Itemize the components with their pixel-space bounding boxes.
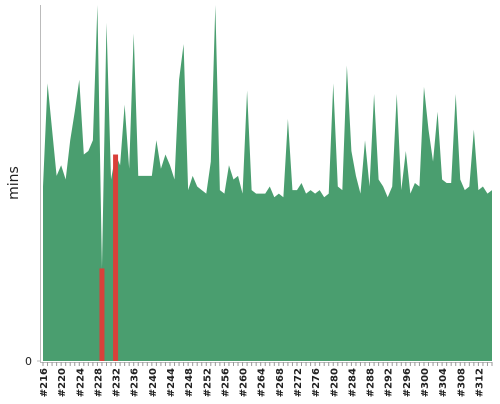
x-tick-label: #268 bbox=[275, 368, 286, 397]
failed-build bbox=[113, 154, 119, 361]
x-tick-label: #276 bbox=[311, 368, 322, 397]
x-tick-label: #288 bbox=[366, 368, 377, 397]
y-axis-label: mins bbox=[6, 166, 22, 200]
x-tick-label: #248 bbox=[184, 368, 195, 397]
x-tick-label: #228 bbox=[93, 368, 104, 397]
x-tick-label: #236 bbox=[130, 368, 141, 397]
failed-build bbox=[99, 268, 105, 361]
x-tick-label: #300 bbox=[420, 368, 431, 397]
x-tick-label: #296 bbox=[402, 368, 413, 397]
x-tick-label: #216 bbox=[39, 368, 50, 397]
x-tick-label: #256 bbox=[220, 368, 231, 397]
x-tick-label: #240 bbox=[148, 368, 159, 397]
x-tick-label: #264 bbox=[257, 368, 268, 397]
area bbox=[43, 5, 492, 361]
x-tick-label: #244 bbox=[166, 368, 177, 397]
x-tick-label: #272 bbox=[293, 368, 304, 397]
x-tick-label: #284 bbox=[347, 368, 358, 397]
x-tick-label: #252 bbox=[202, 368, 213, 397]
x-tick-label: #260 bbox=[239, 368, 250, 397]
x-tick-label: #308 bbox=[456, 368, 467, 397]
x-tick-label: #312 bbox=[474, 368, 485, 397]
y-tick-label: 0 bbox=[25, 355, 32, 368]
x-tick-label: #220 bbox=[57, 368, 68, 397]
x-tick-label: #224 bbox=[75, 368, 86, 397]
x-tick-label: #304 bbox=[438, 368, 449, 397]
x-tick-label: #280 bbox=[329, 368, 340, 397]
x-tick-label: #232 bbox=[112, 368, 123, 397]
x-tick-label: #292 bbox=[384, 368, 395, 397]
